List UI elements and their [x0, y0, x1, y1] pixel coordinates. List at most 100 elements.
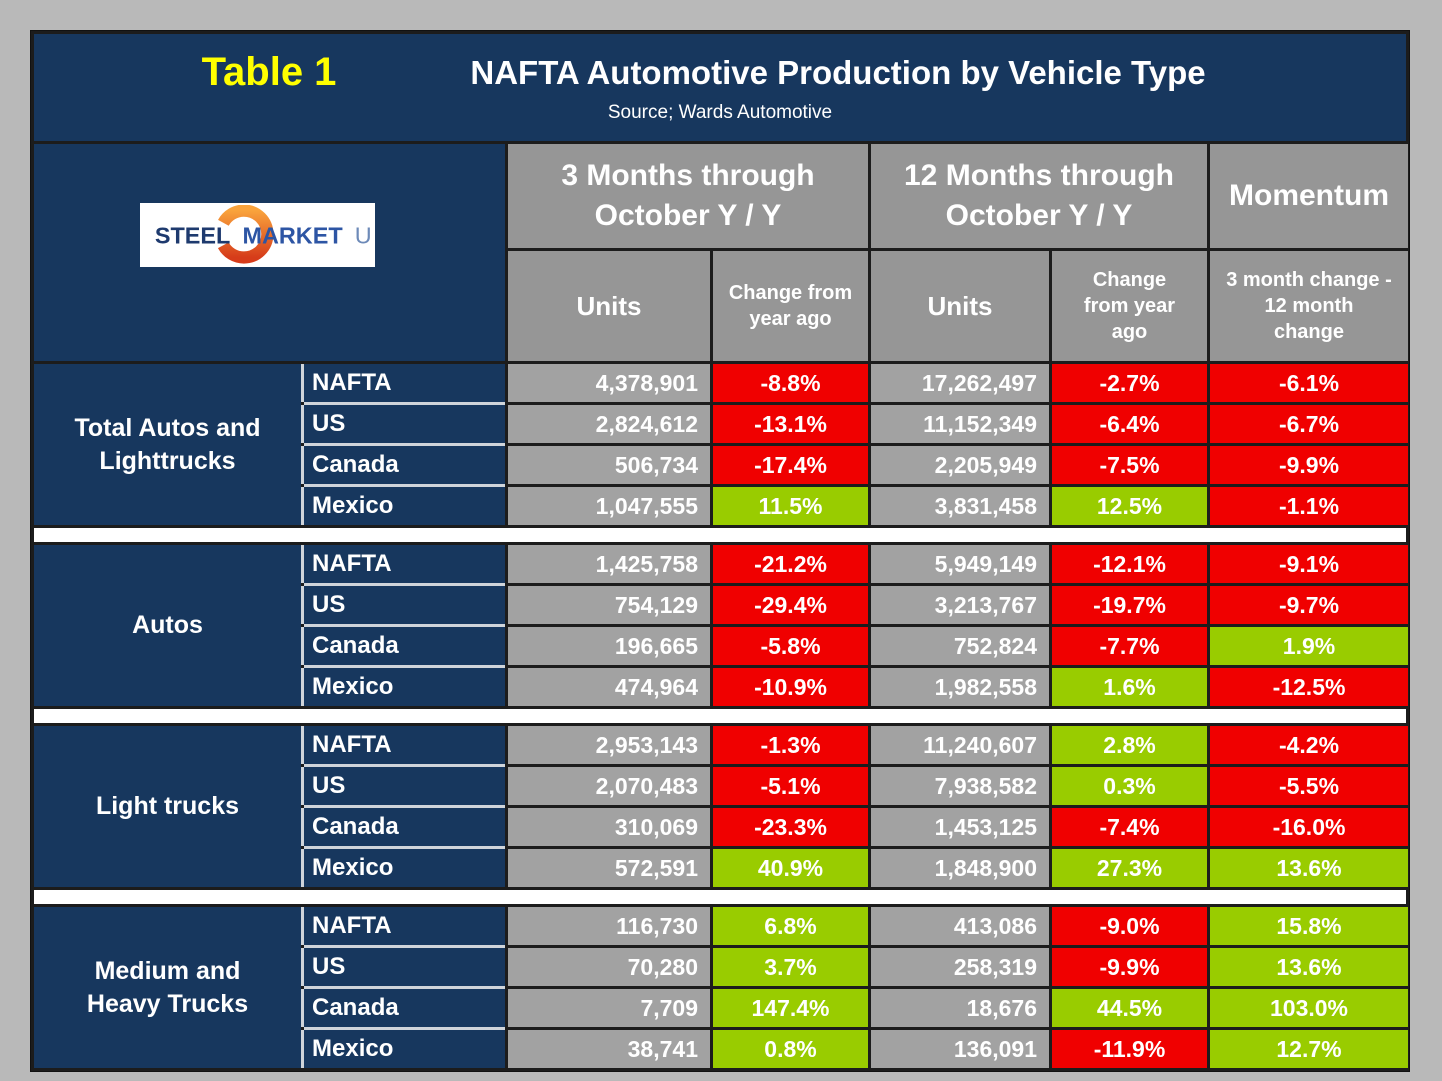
region-cell: Mexico: [304, 849, 505, 887]
subheader-units-12mo: Units: [871, 251, 1049, 361]
change-3mo-cell: -8.8%: [713, 364, 868, 402]
momentum-cell: 12.7%: [1210, 1030, 1408, 1068]
change-12mo-cell: -9.9%: [1052, 948, 1207, 986]
momentum-cell: -9.7%: [1210, 586, 1408, 624]
units-3mo-cell: 1,425,758: [508, 545, 710, 583]
units-12mo-cell: 258,319: [871, 948, 1049, 986]
change-3mo-cell: 147.4%: [713, 989, 868, 1027]
momentum-cell: -6.1%: [1210, 364, 1408, 402]
region-cell: US: [304, 405, 505, 443]
momentum-cell: -9.9%: [1210, 446, 1408, 484]
change-3mo-cell: -5.1%: [713, 767, 868, 805]
page-title: NAFTA Automotive Production by Vehicle T…: [470, 54, 1206, 91]
region-cell: US: [304, 586, 505, 624]
region-cell: Mexico: [304, 487, 505, 525]
header-3-months: 3 Months through October Y / Y: [508, 144, 868, 248]
momentum-cell: 1.9%: [1210, 627, 1408, 665]
region-cell: US: [304, 767, 505, 805]
momentum-cell: 13.6%: [1210, 948, 1408, 986]
group-autos: Autos NAFTA 1,425,758 -21.2% 5,949,149 -…: [34, 545, 1408, 706]
nafta-production-table: Table 1 NAFTA Automotive Production by V…: [30, 30, 1410, 1072]
logo-word-steel: STEEL: [155, 222, 230, 248]
category-cell: Medium and Heavy Trucks: [34, 907, 301, 1068]
logo-cell: STEEL MARKET UPDATE: [34, 144, 505, 361]
units-12mo-cell: 11,152,349: [871, 405, 1049, 443]
units-3mo-cell: 474,964: [508, 668, 710, 706]
units-3mo-cell: 310,069: [508, 808, 710, 846]
momentum-cell: -6.7%: [1210, 405, 1408, 443]
region-cell: Canada: [304, 989, 505, 1027]
units-3mo-cell: 2,824,612: [508, 405, 710, 443]
units-3mo-cell: 506,734: [508, 446, 710, 484]
units-12mo-cell: 1,982,558: [871, 668, 1049, 706]
units-12mo-cell: 7,938,582: [871, 767, 1049, 805]
change-3mo-cell: -13.1%: [713, 405, 868, 443]
region-cell: Canada: [304, 627, 505, 665]
change-12mo-cell: -9.0%: [1052, 907, 1207, 945]
title-bar: Table 1 NAFTA Automotive Production by V…: [34, 34, 1406, 141]
change-3mo-cell: -23.3%: [713, 808, 868, 846]
region-cell: NAFTA: [304, 907, 505, 945]
units-3mo-cell: 38,741: [508, 1030, 710, 1068]
svg-text:STEEL MARKET: STEEL MARKET UPDATE: [155, 222, 370, 248]
momentum-cell: 15.8%: [1210, 907, 1408, 945]
change-12mo-cell: 2.8%: [1052, 726, 1207, 764]
momentum-cell: -9.1%: [1210, 545, 1408, 583]
subheader-units-3mo: Units: [508, 251, 710, 361]
column-header-grid: STEEL MARKET UPDATE 3 Months through Oct…: [34, 144, 1408, 361]
change-12mo-cell: 27.3%: [1052, 849, 1207, 887]
logo-graphic: STEEL MARKET UPDATE: [155, 204, 370, 264]
change-12mo-cell: 0.3%: [1052, 767, 1207, 805]
units-12mo-cell: 3,831,458: [871, 487, 1049, 525]
change-12mo-cell: -11.9%: [1052, 1030, 1207, 1068]
logo-swoosh-icon: [214, 204, 274, 264]
subheader-change-3mo: Change from year ago: [713, 251, 868, 361]
region-cell: NAFTA: [304, 364, 505, 402]
change-12mo-cell: -7.7%: [1052, 627, 1207, 665]
units-3mo-cell: 7,709: [508, 989, 710, 1027]
change-12mo-cell: 12.5%: [1052, 487, 1207, 525]
change-3mo-cell: -21.2%: [713, 545, 868, 583]
momentum-cell: -16.0%: [1210, 808, 1408, 846]
change-3mo-cell: -5.8%: [713, 627, 868, 665]
source-caption: Source; Wards Automotive: [607, 102, 833, 123]
change-12mo-cell: -7.5%: [1052, 446, 1207, 484]
change-3mo-cell: -17.4%: [713, 446, 868, 484]
region-cell: Canada: [304, 808, 505, 846]
region-cell: US: [304, 948, 505, 986]
group-separator: [34, 528, 1406, 542]
group-separator: [34, 890, 1406, 904]
change-12mo-cell: -19.7%: [1052, 586, 1207, 624]
units-12mo-cell: 2,205,949: [871, 446, 1049, 484]
table-number-label: Table 1: [201, 50, 337, 94]
group-light-trucks: Light trucks NAFTA 2,953,143 -1.3% 11,24…: [34, 726, 1408, 887]
change-3mo-cell: -1.3%: [713, 726, 868, 764]
units-3mo-cell: 754,129: [508, 586, 710, 624]
units-3mo-cell: 2,070,483: [508, 767, 710, 805]
momentum-cell: -1.1%: [1210, 487, 1408, 525]
change-12mo-cell: -12.1%: [1052, 545, 1207, 583]
units-3mo-cell: 196,665: [508, 627, 710, 665]
units-12mo-cell: 17,262,497: [871, 364, 1049, 402]
momentum-cell: -12.5%: [1210, 668, 1408, 706]
region-cell: NAFTA: [304, 545, 505, 583]
logo-word-update: UPDATE: [355, 222, 370, 248]
momentum-cell: -4.2%: [1210, 726, 1408, 764]
category-cell: Autos: [34, 545, 301, 706]
change-12mo-cell: -6.4%: [1052, 405, 1207, 443]
units-12mo-cell: 1,453,125: [871, 808, 1049, 846]
units-3mo-cell: 4,378,901: [508, 364, 710, 402]
units-12mo-cell: 18,676: [871, 989, 1049, 1027]
units-3mo-cell: 572,591: [508, 849, 710, 887]
change-12mo-cell: -7.4%: [1052, 808, 1207, 846]
units-12mo-cell: 5,949,149: [871, 545, 1049, 583]
units-12mo-cell: 11,240,607: [871, 726, 1049, 764]
units-12mo-cell: 136,091: [871, 1030, 1049, 1068]
category-cell: Light trucks: [34, 726, 301, 887]
change-12mo-cell: 1.6%: [1052, 668, 1207, 706]
region-cell: Mexico: [304, 668, 505, 706]
units-3mo-cell: 2,953,143: [508, 726, 710, 764]
units-12mo-cell: 752,824: [871, 627, 1049, 665]
region-cell: Canada: [304, 446, 505, 484]
subheader-change-12mo: Change from year ago: [1052, 251, 1207, 361]
